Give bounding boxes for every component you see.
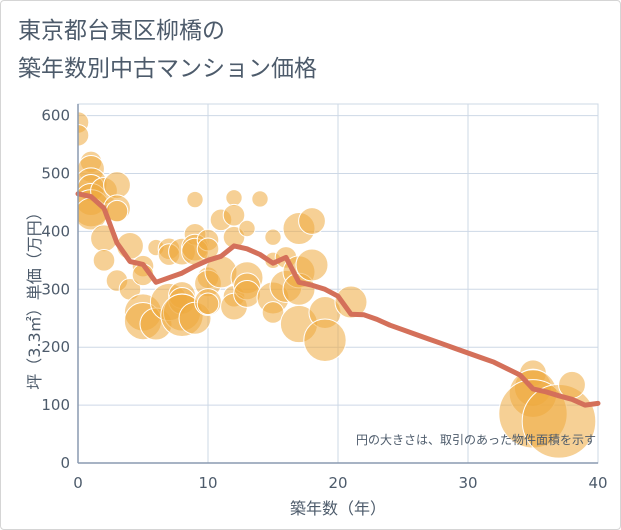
data-bubble — [238, 219, 256, 238]
x-tick-label: 0 — [73, 474, 83, 492]
x-tick-label: 10 — [198, 474, 217, 492]
y-tick-label: 400 — [41, 222, 70, 240]
y-tick-label: 100 — [41, 396, 70, 414]
data-bubble — [303, 318, 347, 362]
x-tick-label: 20 — [328, 474, 347, 492]
data-bubble — [196, 292, 220, 316]
y-tick-label: 300 — [41, 280, 70, 298]
y-tick-label: 600 — [41, 107, 70, 125]
x-axis-label: 築年数（年） — [290, 499, 386, 518]
data-bubble — [334, 285, 368, 319]
data-bubble — [295, 248, 329, 282]
data-bubble — [298, 207, 326, 235]
chart-title-line-1: 東京都台東区柳橋の — [18, 18, 225, 44]
data-bubble — [186, 190, 204, 209]
x-tick-label: 30 — [458, 474, 477, 492]
y-axis-label: 坪（3.3㎡）単価（万円） — [25, 204, 44, 389]
data-bubble — [78, 123, 90, 147]
chart-title-line-2: 築年数別中古マンション価格 — [18, 56, 317, 82]
data-bubble — [225, 189, 243, 207]
x-tick-label: 40 — [588, 474, 607, 492]
data-bubble — [264, 228, 282, 246]
chart-annotation: 円の大きさは、取引のあった物件面積を示す — [356, 432, 596, 447]
average-price-line — [75, 191, 601, 408]
data-bubble — [233, 280, 261, 308]
data-bubble — [92, 249, 116, 272]
data-bubble — [261, 301, 285, 324]
y-tick-label: 200 — [41, 338, 70, 356]
y-tick-label: 500 — [41, 164, 70, 182]
y-tick-label: 0 — [60, 454, 70, 472]
data-bubble — [251, 190, 269, 208]
